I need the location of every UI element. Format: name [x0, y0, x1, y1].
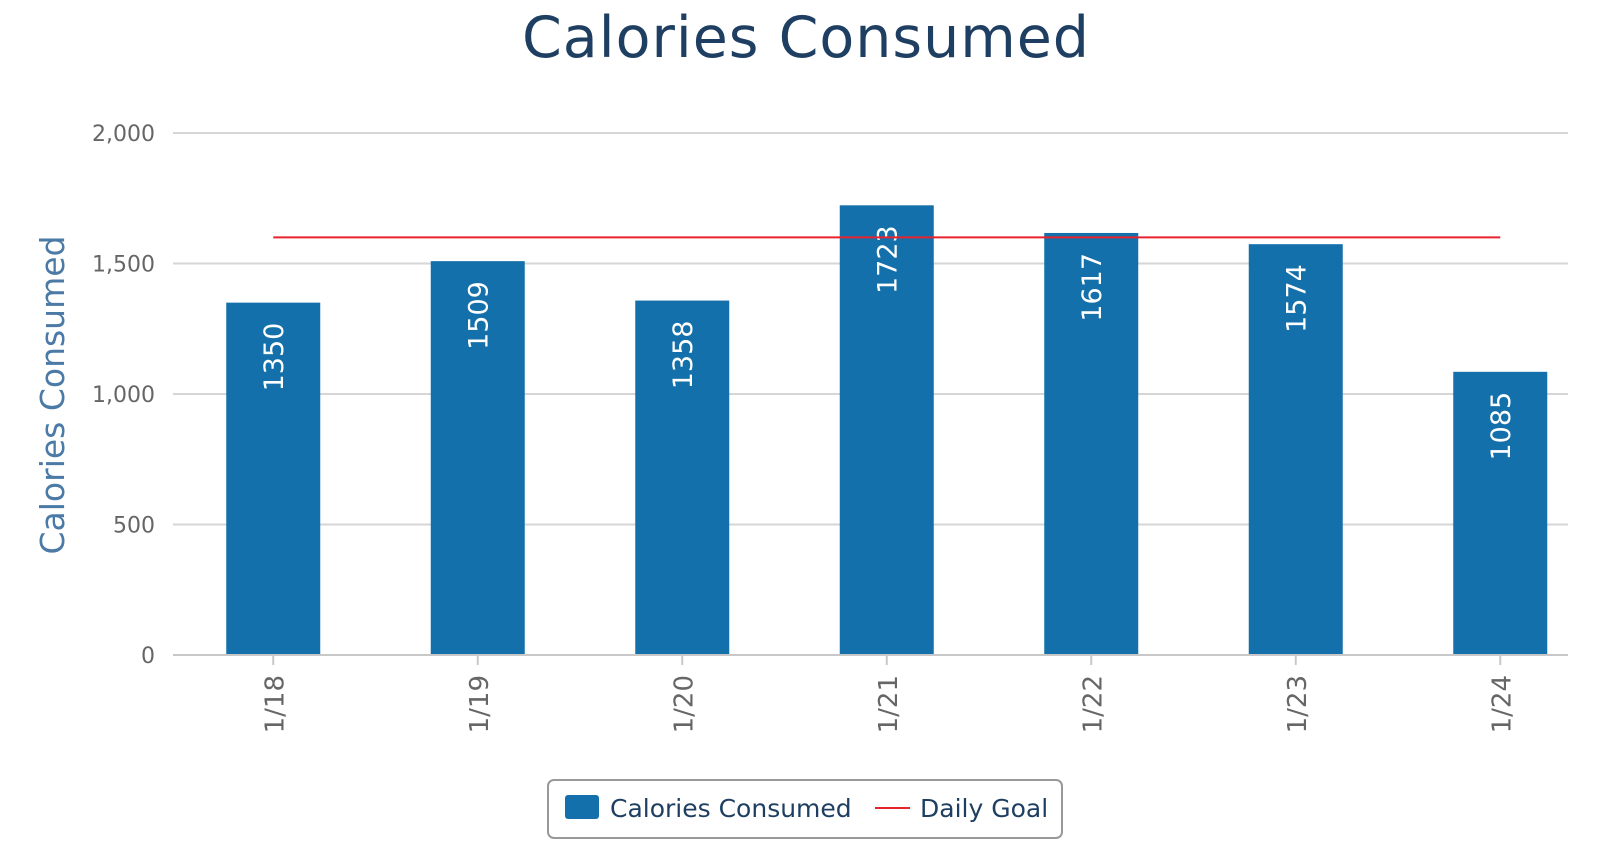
legend-item-calories[interactable]: Calories Consumed	[565, 794, 852, 823]
y-axis-title: Calories Consumed	[33, 236, 72, 555]
bar	[839, 205, 934, 655]
bar-value-label: 1350	[259, 323, 290, 392]
bar-value-label: 1617	[1077, 253, 1108, 322]
chart-title: Calories Consumed	[522, 5, 1090, 71]
y-tick-label: 1,500	[92, 253, 155, 278]
bar	[1248, 244, 1343, 655]
legend-box	[547, 779, 1063, 839]
y-tick-label: 0	[141, 644, 155, 669]
legend-label-calories: Calories Consumed	[610, 794, 852, 823]
bars: 1350 1509 1358 1723 1617 1574 1085	[226, 205, 1548, 655]
x-tick-label: 1/21	[874, 675, 904, 733]
bar	[1453, 371, 1548, 655]
x-tick-label: 1/18	[260, 675, 290, 733]
x-tick-label: 1/22	[1078, 675, 1108, 733]
y-tick-label: 500	[113, 514, 155, 539]
bar-value-label: 1574	[1282, 264, 1313, 333]
x-axis: 1/18 1/19 1/20 1/21 1/22 1/23 1/24	[173, 654, 1568, 733]
bar-value-label: 1358	[668, 321, 699, 390]
bar	[226, 302, 321, 655]
legend-label-daily-goal: Daily Goal	[920, 794, 1048, 823]
y-tick-label: 1,000	[92, 383, 155, 408]
x-tick-label: 1/19	[465, 675, 495, 733]
bar-value-label: 1723	[873, 225, 904, 294]
x-tick-label: 1/20	[669, 675, 699, 733]
y-axis-ticks: 0 500 1,000 1,500 2,000	[92, 122, 155, 669]
bar	[1044, 232, 1139, 655]
legend-swatch-calories	[565, 795, 599, 819]
bar-value-label: 1509	[464, 281, 495, 350]
legend-item-daily-goal[interactable]: Daily Goal	[875, 794, 1048, 823]
bar	[635, 300, 730, 655]
bar-value-label: 1085	[1486, 392, 1517, 461]
bar	[430, 261, 525, 655]
x-tick-label: 1/24	[1487, 675, 1517, 733]
x-tick-label: 1/23	[1283, 675, 1313, 733]
y-tick-label: 2,000	[92, 122, 155, 147]
legend: Calories Consumed Daily Goal	[547, 779, 1063, 839]
